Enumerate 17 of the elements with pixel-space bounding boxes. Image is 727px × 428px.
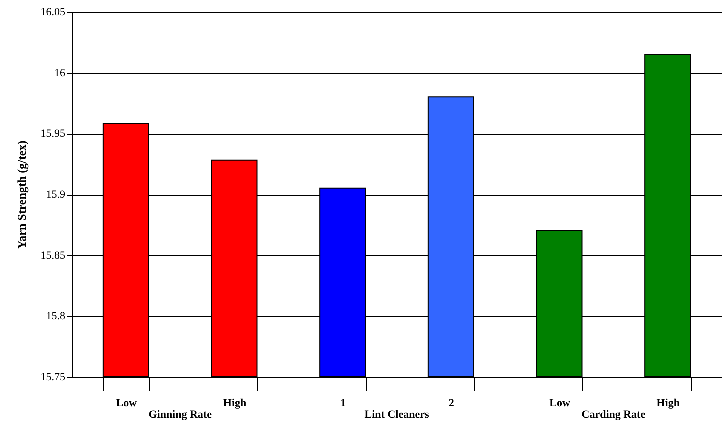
x-tick-label: 2 — [448, 398, 455, 410]
y-tick-label: 15.9 — [46, 189, 66, 201]
text: Carding Rate — [582, 409, 646, 421]
y-tick-label: 15.85 — [40, 250, 66, 262]
y-tick-label: 15.75 — [40, 372, 66, 384]
x-tick-label: Low — [550, 398, 570, 410]
y-tick-label: 16 — [54, 67, 66, 80]
text: Lint Cleaners — [364, 409, 430, 421]
y-axis-title: Yarn Strength (g/tex) — [14, 140, 29, 250]
y-tick-label: 16.05 — [40, 6, 66, 18]
x-tick-label: High — [656, 398, 680, 410]
y-tick-label: 15.8 — [46, 310, 66, 323]
text: Ginning Rate — [148, 409, 212, 421]
x-tick-label: Low — [116, 398, 138, 410]
y-tick-label: 15.95 — [40, 128, 66, 140]
x-tick-label: 1 — [340, 398, 346, 410]
x-tick-label: High — [223, 398, 247, 410]
